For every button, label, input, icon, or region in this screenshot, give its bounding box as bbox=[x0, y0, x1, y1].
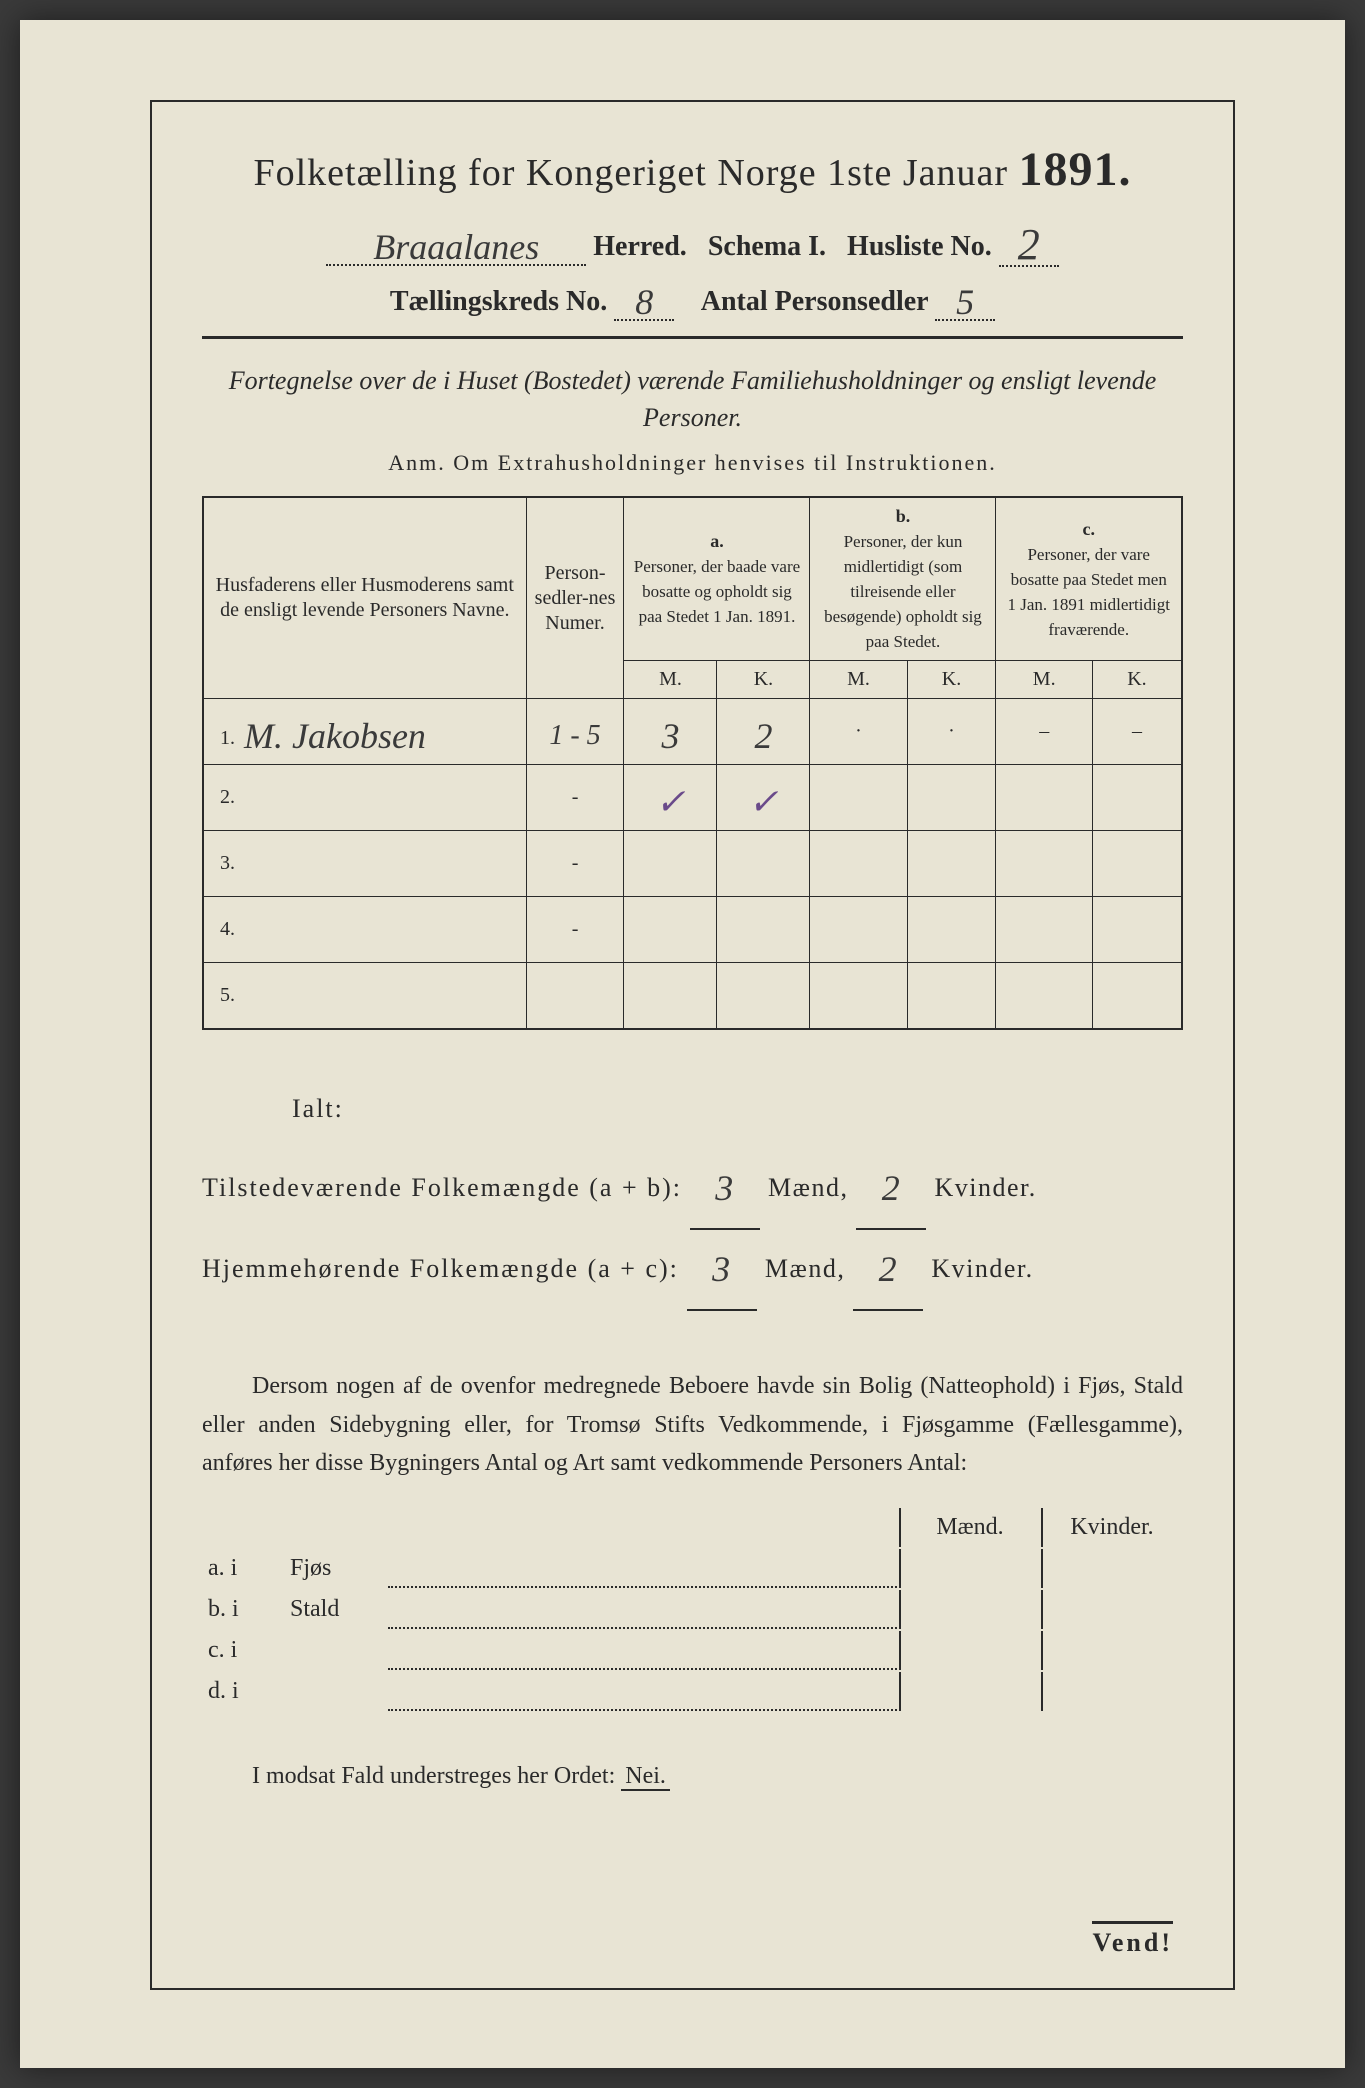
table-row: 1.M. Jakobsen 1 - 5 3 2 · · – – bbox=[203, 699, 1182, 765]
table-row: 5. bbox=[203, 963, 1182, 1029]
subtitle: Fortegnelse over de i Huset (Bostedet) v… bbox=[202, 363, 1183, 436]
title-text: Folketælling for Kongeriget Norge 1ste J… bbox=[253, 152, 1008, 194]
schema-label: Schema I. bbox=[708, 231, 826, 262]
kreds-label: Tællingskreds No. bbox=[390, 286, 607, 317]
col-b-header: b. Personer, der kun midlertidigt (som t… bbox=[810, 497, 996, 660]
col-b-k: K. bbox=[907, 661, 996, 699]
byg-maend-header: Mænd. bbox=[899, 1508, 1039, 1547]
husliste-label: Husliste No. bbox=[847, 231, 992, 262]
col-c-header: c. Personer, der vare bosatte paa Stedet… bbox=[996, 497, 1182, 660]
totals-block: Ialt: Tilstedeværende Folkemængde (a + b… bbox=[202, 1080, 1183, 1308]
table-row: 2. - ✓ ✓ bbox=[203, 765, 1182, 831]
totals-line-2: Hjemmehørende Folkemængde (a + c): 3 Mæn… bbox=[202, 1226, 1183, 1307]
col-a-header: a. Personer, der baade vare bosatte og o… bbox=[624, 497, 810, 660]
col-a-m: M. bbox=[624, 661, 717, 699]
header-line-3: Tællingskreds No. 8 Antal Personsedler 5 bbox=[202, 277, 1183, 318]
byg-row: d. i bbox=[204, 1672, 1181, 1711]
form-frame: Folketælling for Kongeriget Norge 1ste J… bbox=[150, 100, 1235, 1990]
nei-line: I modsat Fald understreges her Ordet: Ne… bbox=[202, 1763, 1183, 1790]
herred-handwritten: Braaalanes bbox=[326, 226, 586, 266]
header-line-2: Braaalanes Herred. Schema I. Husliste No… bbox=[202, 215, 1183, 263]
table-row: 3. - bbox=[203, 831, 1182, 897]
title-year: 1891. bbox=[1019, 143, 1132, 196]
col-c-m: M. bbox=[996, 661, 1092, 699]
byg-row: a. i Fjøs bbox=[204, 1549, 1181, 1588]
col-b-m: M. bbox=[810, 661, 907, 699]
husliste-value: 2 bbox=[999, 219, 1059, 267]
household-table: Husfaderens eller Husmoderens samt de en… bbox=[202, 496, 1183, 1030]
antal-value: 5 bbox=[935, 281, 995, 321]
ialt-label: Ialt: bbox=[292, 1080, 1183, 1137]
col-numer-header: Person-sedler-nes Numer. bbox=[526, 497, 624, 699]
antal-label: Antal Personsedler bbox=[701, 286, 928, 317]
census-form-page: Folketælling for Kongeriget Norge 1ste J… bbox=[20, 20, 1345, 2068]
col-a-k: K. bbox=[717, 661, 810, 699]
byg-kvinder-header: Kvinder. bbox=[1041, 1508, 1181, 1547]
divider-1 bbox=[202, 336, 1183, 339]
kreds-value: 8 bbox=[614, 281, 674, 321]
building-paragraph: Dersom nogen af de ovenfor medregnede Be… bbox=[202, 1367, 1183, 1482]
building-table: Mænd. Kvinder. a. i Fjøs b. i Stald c. i bbox=[202, 1506, 1183, 1713]
herred-label: Herred. bbox=[593, 231, 687, 262]
nei-word: Nei. bbox=[621, 1763, 670, 1791]
vend-label: Vend! bbox=[1092, 1921, 1173, 1958]
col-c-k: K. bbox=[1092, 661, 1182, 699]
table-row: 4. - bbox=[203, 897, 1182, 963]
totals-line-1: Tilstedeværende Folkemængde (a + b): 3 M… bbox=[202, 1145, 1183, 1226]
col-names-header: Husfaderens eller Husmoderens samt de en… bbox=[203, 497, 526, 699]
byg-row: c. i bbox=[204, 1631, 1181, 1670]
main-title: Folketælling for Kongeriget Norge 1ste J… bbox=[202, 142, 1183, 197]
byg-row: b. i Stald bbox=[204, 1590, 1181, 1629]
anm-note: Anm. Om Extrahusholdninger henvises til … bbox=[202, 450, 1183, 476]
